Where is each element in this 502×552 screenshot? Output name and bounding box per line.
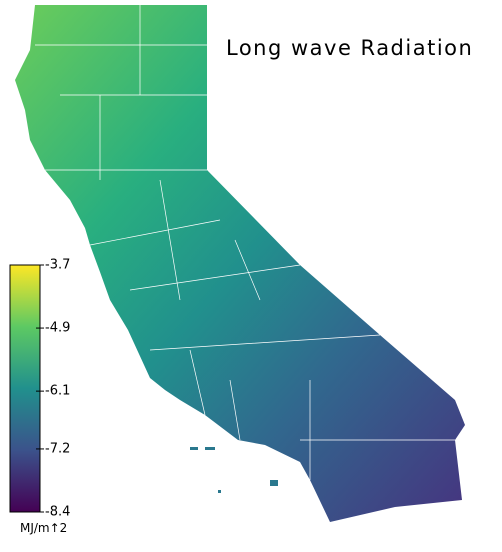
state-outline <box>15 5 465 522</box>
colorbar <box>9 264 41 513</box>
islands <box>190 447 278 493</box>
colorbar-ticks: -3.7 -4.9 -6.1 -7.2 -8.4 <box>36 258 70 520</box>
tick-label: -6.1 <box>45 384 70 399</box>
colorbar-unit: MJ/m↑2 <box>20 521 67 535</box>
tick-label: -4.9 <box>45 321 70 336</box>
tick-label: -3.7 <box>45 258 70 273</box>
county-lines <box>35 5 455 480</box>
tick-label: -8.4 <box>45 505 70 520</box>
map-title: Long wave Radiation <box>226 36 473 60</box>
tick-label: -7.2 <box>45 441 70 456</box>
